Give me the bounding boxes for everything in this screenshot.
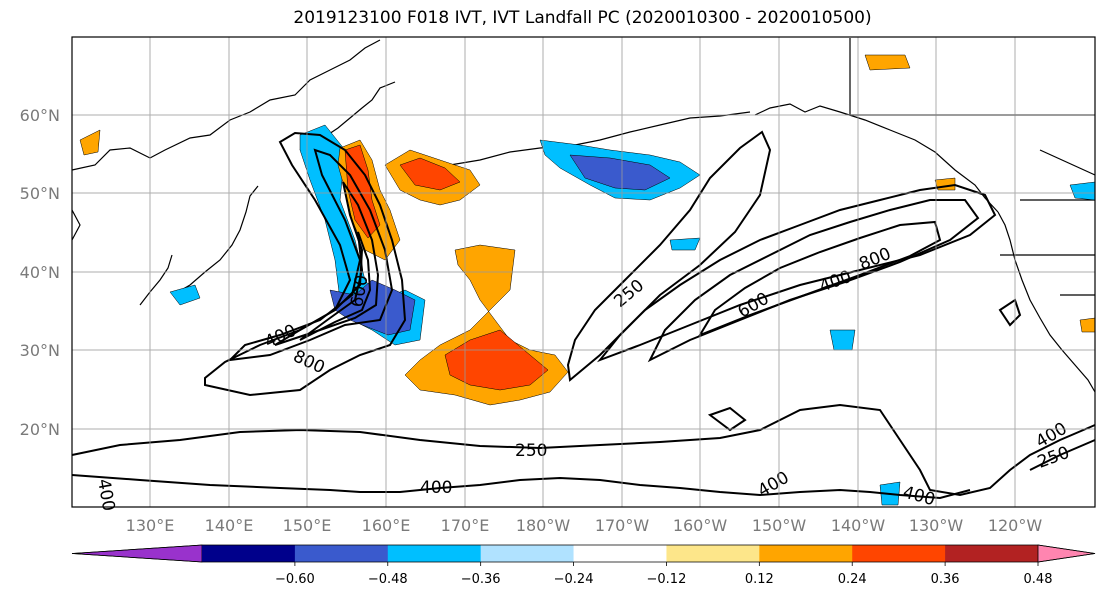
lon-label: 160°E bbox=[362, 516, 411, 535]
lat-label: 60°N bbox=[20, 106, 60, 125]
colorbar: −0.60 −0.48 −0.36 −0.24 −0.12 0.12 0.24 0.36 0.4… bbox=[71, 544, 1096, 587]
colorbar-segment bbox=[480, 545, 575, 562]
patch-pos-kamchatka-east-core bbox=[399, 157, 461, 191]
colorbar-extend-high bbox=[1037, 544, 1096, 563]
contour-400-east bbox=[596, 183, 997, 363]
colorbar-segment bbox=[666, 545, 760, 562]
contour-label: 800 bbox=[290, 346, 328, 378]
lon-label: 180°W bbox=[516, 516, 571, 535]
lon-label: 140°W bbox=[831, 516, 886, 535]
lon-label: 150°W bbox=[752, 516, 807, 535]
map-frame bbox=[71, 36, 1096, 508]
contour-extra-2 bbox=[707, 406, 747, 432]
colorbar-segment bbox=[294, 545, 389, 562]
longitude-labels: 130°E 140°E 150°E 160°E 170°E 180°W 170°… bbox=[126, 516, 1043, 535]
lat-label: 30°N bbox=[20, 341, 60, 360]
colorbar-segment bbox=[852, 545, 946, 562]
lat-label: 20°N bbox=[20, 420, 60, 439]
colorbar-tick-label: 0.48 bbox=[1024, 572, 1053, 587]
asia-coast bbox=[71, 39, 381, 241]
ivt-contours bbox=[71, 130, 1096, 500]
lat-label: 40°N bbox=[20, 263, 60, 282]
coastlines bbox=[71, 38, 1096, 393]
colorbar-segment bbox=[945, 545, 1039, 562]
colorbar-tick-label: −0.12 bbox=[647, 572, 687, 587]
chart-title: 2019123100 F018 IVT, IVT Landfall PC (20… bbox=[293, 8, 872, 28]
colorbar-tick-label: −0.60 bbox=[275, 572, 315, 587]
contour-label: 400 bbox=[817, 267, 854, 297]
lon-label: 170°W bbox=[595, 516, 650, 535]
latitude-labels: 60°N 50°N 40°N 30°N 20°N bbox=[20, 106, 60, 439]
north-america-coast bbox=[997, 211, 1096, 393]
colorbar-tick-label: 0.36 bbox=[931, 572, 960, 587]
contour-label: 400 bbox=[262, 321, 300, 353]
colorbar-tick-label: 0.12 bbox=[745, 572, 774, 587]
contour-label: 400 bbox=[755, 468, 793, 502]
patch-pos-small-1 bbox=[864, 54, 911, 71]
patch-pos-central-core bbox=[444, 329, 549, 391]
patch-neg-small-3 bbox=[1069, 181, 1096, 201]
colorbar-tick-label: −0.36 bbox=[461, 572, 501, 587]
lon-label: 150°E bbox=[283, 516, 332, 535]
colorbar-segment bbox=[573, 545, 667, 562]
alaska-coast bbox=[754, 103, 999, 213]
lon-label: 170°E bbox=[441, 516, 490, 535]
lon-label: 130°W bbox=[909, 516, 964, 535]
contour-label: 250 bbox=[610, 276, 648, 312]
contour-labels: 250 400 600 800 250 400 600 800 250 400 … bbox=[93, 244, 1072, 513]
patch-neg-small-1 bbox=[669, 237, 701, 251]
patch-neg-aleutian-core bbox=[569, 154, 671, 191]
contour-400-south bbox=[71, 439, 1096, 500]
gridlines bbox=[72, 37, 1095, 507]
colorbar-tick-label: 0.24 bbox=[838, 572, 867, 587]
lat-label: 50°N bbox=[20, 184, 60, 203]
contour-label: 250 bbox=[515, 441, 547, 461]
contour-label: 800 bbox=[856, 244, 894, 275]
colorbar-frame bbox=[71, 544, 1096, 563]
contour-extra-1 bbox=[998, 298, 1022, 327]
colorbar-segment bbox=[387, 545, 482, 562]
colorbar-tick-label: −0.48 bbox=[368, 572, 408, 587]
korea-coast bbox=[139, 254, 173, 306]
lon-label: 160°W bbox=[673, 516, 728, 535]
lon-label: 120°W bbox=[988, 516, 1043, 535]
contour-label: 400 bbox=[420, 478, 452, 498]
contour-label: 400 bbox=[901, 483, 938, 511]
colorbar-segment bbox=[202, 545, 296, 562]
colorbar-extend-low bbox=[71, 544, 203, 563]
contour-800-east bbox=[697, 220, 942, 338]
colorbar-segment bbox=[759, 545, 853, 562]
patch-neg-small-5 bbox=[829, 329, 856, 351]
contour-400-west bbox=[227, 148, 394, 362]
lon-label: 140°E bbox=[205, 516, 254, 535]
patch-neg-small-2 bbox=[169, 284, 201, 306]
contour-label: 600 bbox=[735, 289, 773, 323]
contour-800-west bbox=[299, 231, 372, 341]
patch-pos-small-3 bbox=[79, 129, 101, 156]
contour-250-south bbox=[71, 403, 1096, 497]
contour-250-east bbox=[566, 130, 772, 382]
colorbar-tick-label: −0.24 bbox=[554, 572, 594, 587]
lon-label: 130°E bbox=[126, 516, 175, 535]
japan-coast bbox=[177, 185, 259, 293]
shaded-patches bbox=[79, 54, 1096, 506]
patch-pos-small-2 bbox=[1079, 317, 1096, 333]
